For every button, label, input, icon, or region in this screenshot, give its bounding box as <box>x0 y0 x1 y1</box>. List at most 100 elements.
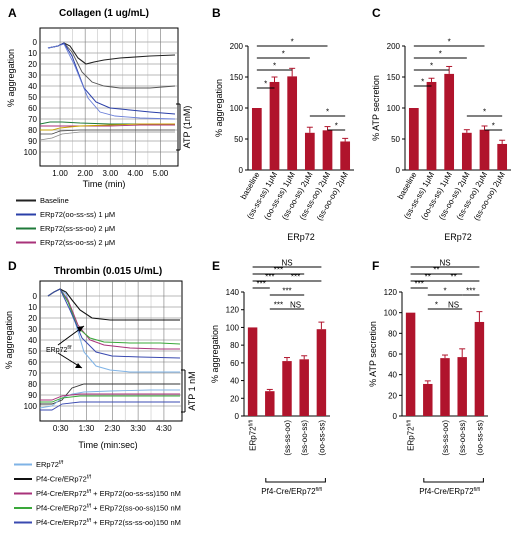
x-axis-label: ERp72 <box>444 232 472 242</box>
significance-label: ** <box>433 266 439 275</box>
bar <box>287 76 298 170</box>
significance-label: * <box>443 287 446 296</box>
trace-pf4-ss-ss-oo <box>47 288 181 359</box>
y-tick-label: 80 <box>28 380 37 389</box>
panel-a-ylabel: % aggregation <box>6 49 16 107</box>
bar-chart-atp-secretion: % ATP secretion050100150200baseline(ss-s… <box>371 38 511 242</box>
significance-label: * <box>273 62 276 71</box>
x-tick-label: 2.00 <box>77 169 93 178</box>
y-tick-label: 60 <box>28 104 37 113</box>
panel-d-ylabel: % aggregation <box>4 311 14 369</box>
panel-letter-e: E <box>212 259 220 273</box>
bar <box>282 361 292 416</box>
trace-plot-frame: 0 10 20 30 40 50 60 70 80 90 100 1.00 2.00 3.00 4.00 5.… <box>24 27 179 178</box>
significance-label: *** <box>274 301 283 310</box>
panel-letter-d: D <box>8 259 17 273</box>
group-label: Pf4-Cre/ERp72fl/fl <box>419 487 480 496</box>
y-tick-label: 140 <box>226 288 240 297</box>
atp-scale-label: ATP (1nM) <box>182 106 192 149</box>
bar <box>269 81 280 170</box>
x-tick-label: (ss-ss-oo) <box>441 420 450 456</box>
bar <box>304 132 315 170</box>
x-tick-label: ERp72fl/fl <box>249 420 258 451</box>
y-tick-label: 100 <box>226 323 240 332</box>
y-tick-label: 100 <box>230 104 244 113</box>
y-tick-label: 150 <box>230 73 244 82</box>
y-tick-label: 40 <box>230 377 239 386</box>
x-axis-label: ERp72 <box>287 232 315 242</box>
y-tick-label: 0 <box>396 166 401 175</box>
annotation-erp72: ERp72f/f <box>46 345 72 354</box>
x-tick-label: 2:30 <box>105 424 121 433</box>
bar <box>405 312 416 416</box>
y-tick-label: 100 <box>387 104 401 113</box>
panel-a-title: Collagen (1 ug/mL) <box>59 8 149 19</box>
significance-label: * <box>326 108 329 117</box>
y-tick-label: 50 <box>28 347 37 356</box>
y-tick-label: 70 <box>28 369 37 378</box>
y-tick-label: 60 <box>388 350 397 359</box>
atp-scale: ATP (1nM) <box>176 103 192 151</box>
x-tick-label: 0:30 <box>53 424 69 433</box>
significance-label: *** <box>415 280 424 289</box>
significance-label: * <box>282 50 285 59</box>
significance-label: NS <box>448 301 459 310</box>
legend-label: Baseline <box>40 196 69 205</box>
legend-label: ERp72f/f <box>36 460 64 469</box>
bar <box>247 327 258 416</box>
y-tick-label: 0 <box>33 292 38 301</box>
y-tick-label: 90 <box>28 391 37 400</box>
bar <box>299 359 309 416</box>
significance-label: NS <box>439 259 450 268</box>
atp-scale-label-d: ATP 1 nM <box>187 371 197 410</box>
legend-label: ERp72(ss-oo-ss) 2 μM <box>40 238 115 247</box>
bar <box>444 73 455 170</box>
bar <box>440 358 450 416</box>
x-tick-label: (oo-ss-ss) <box>475 420 484 456</box>
y-tick-label: 120 <box>226 306 240 315</box>
panel-letter-b: B <box>212 6 221 20</box>
legend-label: ERp72(oo-ss-ss) 1 μM <box>40 210 115 219</box>
y-tick-label: 50 <box>234 135 243 144</box>
legend-label: ERp72(ss-ss-oo) 2 μM <box>40 224 115 233</box>
bar-chart-atp-secretion-ko: % ATP secretion 0 20 40 60 80 100 120 ERp72fl/fl… <box>368 259 488 496</box>
panel-c: C % ATP secretion050100150200baseline(ss… <box>371 6 511 242</box>
panel-d: D Thrombin (0.015 U/mL) % aggregation Ti… <box>4 259 197 527</box>
x-tick-label: ERp72fl/fl <box>407 420 416 451</box>
y-tick-label: 100 <box>384 309 398 318</box>
panel-a: A Collagen (1 ug/mL) % aggregation Time … <box>6 6 192 247</box>
y-tick-label: 0 <box>33 38 38 47</box>
panel-e: E % aggregation 0 20 40 60 80 100 120 140 ERp72fl… <box>210 259 330 496</box>
panel-f: F % ATP secretion 0 20 40 60 80 100 120 ERp72fl/… <box>368 259 488 496</box>
y-tick-label: 30 <box>28 71 37 80</box>
bar <box>340 141 351 170</box>
significance-label: *** <box>257 280 266 289</box>
significance-label: * <box>421 78 424 87</box>
bar <box>479 129 490 170</box>
y-tick-label: 10 <box>28 303 37 312</box>
y-tick-label: 10 <box>28 49 37 58</box>
y-tick-label: 0 <box>235 412 240 421</box>
y-tick-label: 40 <box>388 371 397 380</box>
trace-atp-d-1 <box>40 383 180 405</box>
trace-atp-d-5 <box>40 401 180 411</box>
significance-label: * <box>448 38 451 47</box>
panel-d-title: Thrombin (0.015 U/mL) <box>54 266 162 277</box>
significance-label: * <box>439 50 442 59</box>
y-tick-label: 120 <box>384 288 398 297</box>
y-tick-label: 20 <box>28 314 37 323</box>
y-tick-label: 50 <box>28 93 37 102</box>
y-tick-label: 100 <box>24 148 38 157</box>
significance-label: *** <box>291 273 300 282</box>
bar-chart-aggregation: % aggregation050100150200baseline(ss-ss-… <box>214 38 354 242</box>
y-tick-label: 200 <box>230 42 244 51</box>
y-axis-label: % ATP secretion <box>368 321 378 387</box>
y-axis-label: % aggregation <box>214 79 224 137</box>
panel-a-legend: Baseline ERp72(oo-ss-ss) 1 μM ERp72(ss-ss-… <box>16 196 115 247</box>
bar <box>265 391 275 416</box>
significance-label: *** <box>265 273 274 282</box>
y-tick-label: 20 <box>388 391 397 400</box>
bar <box>316 329 327 416</box>
x-tick-label: 1.00 <box>52 169 68 178</box>
